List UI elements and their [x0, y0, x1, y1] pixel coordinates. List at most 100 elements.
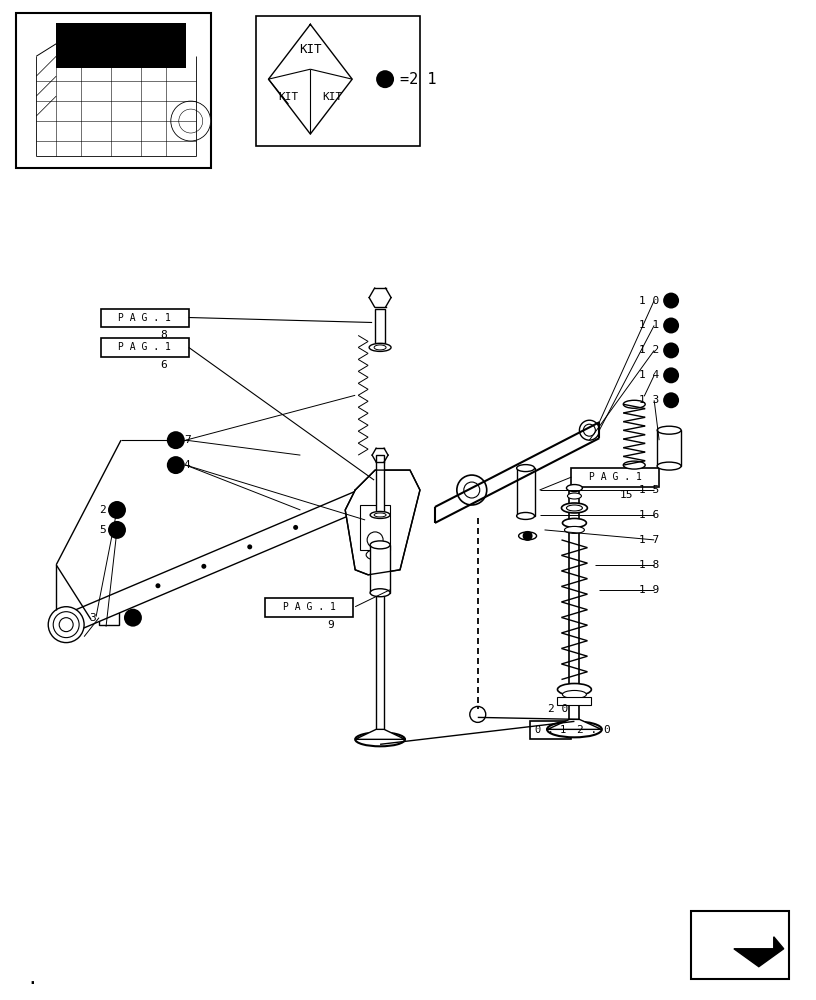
Ellipse shape	[566, 505, 583, 511]
Circle shape	[166, 456, 184, 474]
Text: P A G . 1: P A G . 1	[589, 472, 641, 482]
Text: 2 0: 2 0	[548, 704, 568, 714]
Circle shape	[663, 318, 679, 333]
Ellipse shape	[370, 589, 390, 597]
Text: P A G . 1: P A G . 1	[283, 602, 335, 612]
Bar	[571, 468, 659, 487]
Text: KIT: KIT	[299, 43, 322, 56]
Bar	[99, 610, 119, 625]
Circle shape	[48, 607, 84, 643]
Circle shape	[663, 367, 679, 383]
Ellipse shape	[366, 550, 384, 560]
Circle shape	[522, 531, 533, 541]
Ellipse shape	[566, 485, 583, 492]
Circle shape	[376, 70, 394, 88]
Bar	[570, 490, 579, 729]
Polygon shape	[355, 729, 405, 739]
Ellipse shape	[547, 721, 602, 737]
Ellipse shape	[562, 690, 587, 698]
Bar	[370, 545, 390, 593]
Circle shape	[108, 521, 126, 539]
Text: KIT: KIT	[278, 92, 299, 102]
Text: 2 . 0: 2 . 0	[578, 725, 611, 735]
Ellipse shape	[374, 345, 386, 350]
Circle shape	[579, 420, 599, 440]
Bar	[265, 598, 353, 617]
Bar	[657, 430, 681, 466]
Text: 1 6: 1 6	[639, 510, 659, 520]
Text: 8: 8	[161, 330, 167, 340]
Bar	[376, 455, 384, 515]
Circle shape	[293, 525, 298, 530]
Ellipse shape	[657, 462, 681, 470]
Circle shape	[60, 618, 73, 632]
Text: 2: 2	[100, 505, 106, 515]
Circle shape	[663, 293, 679, 309]
Ellipse shape	[557, 683, 592, 695]
Circle shape	[470, 706, 486, 722]
Text: 1 0: 1 0	[639, 296, 659, 306]
Text: 9: 9	[327, 620, 334, 630]
Ellipse shape	[567, 493, 582, 499]
Ellipse shape	[565, 526, 584, 533]
Ellipse shape	[623, 461, 645, 469]
Circle shape	[53, 612, 79, 638]
Circle shape	[663, 392, 679, 408]
Polygon shape	[548, 719, 601, 729]
Circle shape	[247, 544, 252, 549]
Text: KIT: KIT	[322, 92, 343, 102]
Text: 1 1: 1 1	[639, 320, 659, 330]
Polygon shape	[734, 937, 783, 967]
Bar	[691, 911, 789, 979]
Bar	[101, 309, 188, 327]
Circle shape	[166, 431, 184, 449]
Text: 7: 7	[184, 435, 190, 445]
Ellipse shape	[657, 426, 681, 434]
Bar	[517, 468, 534, 516]
Text: 1 5: 1 5	[639, 485, 659, 495]
Bar	[101, 338, 188, 357]
Bar	[557, 697, 592, 705]
Bar	[56, 23, 186, 68]
Text: 1 2: 1 2	[639, 345, 659, 355]
Ellipse shape	[370, 511, 390, 518]
Circle shape	[179, 109, 202, 133]
Circle shape	[663, 342, 679, 358]
Ellipse shape	[370, 541, 390, 549]
Circle shape	[124, 609, 142, 627]
Ellipse shape	[561, 503, 588, 513]
Ellipse shape	[369, 343, 391, 351]
Bar	[255, 16, 420, 146]
Circle shape	[463, 482, 480, 498]
Text: 0 . 1: 0 . 1	[535, 725, 566, 735]
Text: 5: 5	[100, 525, 106, 535]
Bar	[360, 505, 390, 550]
Polygon shape	[345, 470, 420, 575]
Text: =2 1: =2 1	[400, 72, 437, 87]
Circle shape	[108, 501, 126, 519]
Circle shape	[367, 532, 383, 548]
Text: .: .	[26, 969, 38, 988]
Text: 4: 4	[184, 460, 190, 470]
Ellipse shape	[623, 400, 645, 408]
Circle shape	[457, 475, 486, 505]
Bar	[375, 309, 385, 343]
Text: 3: 3	[89, 613, 96, 623]
Ellipse shape	[374, 513, 386, 517]
Polygon shape	[62, 486, 376, 634]
Text: 1 4: 1 4	[639, 370, 659, 380]
Bar	[376, 590, 384, 739]
Ellipse shape	[519, 532, 537, 540]
Text: 1 7: 1 7	[639, 535, 659, 545]
Circle shape	[202, 564, 206, 569]
Ellipse shape	[355, 732, 405, 746]
Text: 6: 6	[161, 360, 167, 370]
Ellipse shape	[517, 512, 534, 519]
Circle shape	[171, 101, 211, 141]
Text: P A G . 1: P A G . 1	[118, 313, 171, 323]
Text: 1 3: 1 3	[639, 395, 659, 405]
Circle shape	[583, 424, 596, 436]
Bar	[16, 13, 211, 168]
Circle shape	[156, 583, 161, 588]
Text: 15: 15	[619, 490, 633, 500]
